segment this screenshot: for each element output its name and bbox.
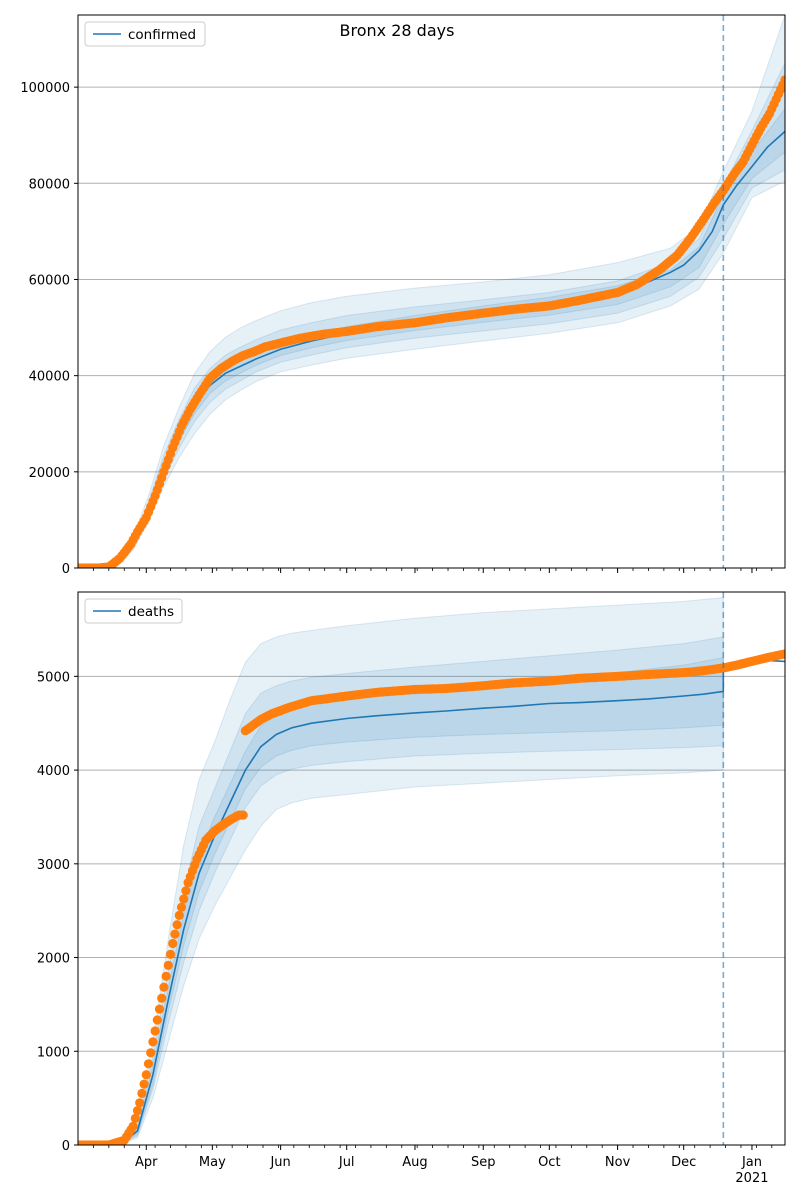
y-tick-label: 0 [62,562,70,577]
y-tick-label: 2000 [37,952,70,967]
y-tick-label: 100000 [20,81,70,96]
observed-point [176,902,187,912]
observed-point [238,810,248,820]
legend-label: confirmed [128,27,196,43]
legend-label: deaths [128,604,174,620]
axes-frame [77,14,786,569]
observed-point [128,1121,138,1131]
x-tick-label: Jul [338,1155,355,1170]
y-tick-label: 0 [62,1139,70,1154]
x-tick-label: Sep [471,1155,496,1170]
observed-point [130,1113,140,1123]
observed-point [165,949,176,960]
series-line-deaths [78,659,785,1145]
x-tick-label: Dec [671,1155,696,1170]
y-tick-label: 4000 [37,764,70,779]
deaths-axes: 0 1000 2000 3000 4000 5000 Apr May Jun Jul Aug Sep O… [37,591,786,1186]
y-tick-label: 40000 [29,370,70,385]
legend-box [84,598,183,624]
observed-point [157,993,167,1003]
observed-point [179,894,189,904]
observed-point [154,1004,165,1014]
x-tick-label: Apr [135,1155,158,1170]
observed-point [174,910,184,921]
observed-point [146,1048,156,1058]
x-tick-label: Nov [605,1155,631,1170]
observed-point [168,938,178,949]
confidence-band-1 [78,15,785,568]
observed-point [137,1088,147,1098]
y-tick-label: 3000 [37,858,70,873]
observed-point [161,971,171,981]
axes-frame [77,591,786,1146]
observed-point [150,1026,160,1036]
observed-point [135,1098,145,1108]
observed-point [163,960,173,971]
y-tick-label: 60000 [29,273,70,288]
x-year-label: 2021 [735,1171,768,1186]
observed-point [780,75,785,85]
x-tick-label: Jun [269,1155,290,1170]
confirmed-axes: 0 20000 40000 60000 80000 100000 confirmed [20,14,786,577]
legend-box [84,21,206,47]
observed-point [148,1037,158,1047]
chart-title: Bronx 28 days [340,21,455,40]
x-tick-label: Oct [538,1155,560,1170]
observed-point [170,929,180,939]
observed-point [141,1070,151,1080]
y-tick-label: 80000 [29,177,70,192]
x-tick-label: Aug [402,1155,427,1170]
plot-area [78,15,785,568]
y-tick-label: 1000 [37,1045,70,1060]
observed-point [139,1079,149,1089]
observed-point [152,1015,162,1025]
observed-point [780,649,785,659]
observed-point [159,982,169,992]
observed-point [181,886,191,896]
legend: confirmed [84,21,206,47]
legend: deaths [84,598,183,624]
y-tick-label: 5000 [37,670,70,685]
plot-area [78,597,785,1145]
observed-point [172,920,182,930]
observed-point [143,1059,154,1069]
y-tick-label: 20000 [29,466,70,481]
observed-point [132,1106,143,1116]
x-tick-label: Jan [741,1155,762,1170]
x-tick-label: May [199,1155,226,1170]
